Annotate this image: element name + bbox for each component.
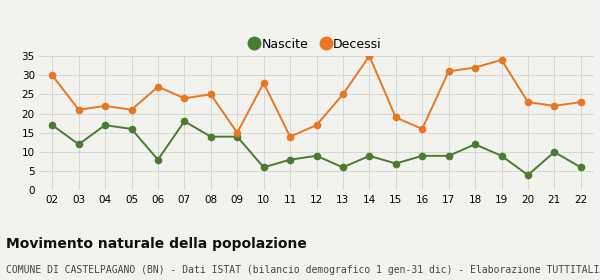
Text: COMUNE DI CASTELPAGANO (BN) - Dati ISTAT (bilancio demografico 1 gen-31 dic) - E: COMUNE DI CASTELPAGANO (BN) - Dati ISTAT… (6, 265, 600, 275)
Text: Movimento naturale della popolazione: Movimento naturale della popolazione (6, 237, 307, 251)
Legend: Nascite, Decessi: Nascite, Decessi (247, 33, 386, 56)
